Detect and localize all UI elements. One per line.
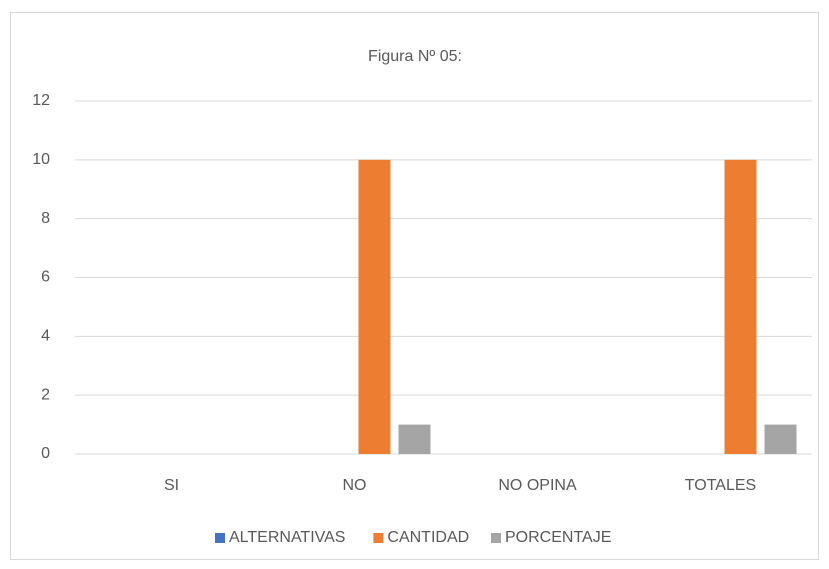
y-tick-label: 6: [41, 269, 50, 286]
legend-label: CANTIDAD: [387, 529, 469, 546]
y-tick-label: 10: [32, 151, 50, 168]
bar: [764, 424, 797, 454]
bar: [398, 424, 431, 454]
bar: [724, 159, 757, 455]
x-tick-label: TOTALES: [685, 477, 756, 494]
y-tick-label: 0: [41, 445, 50, 462]
legend-label: ALTERNATIVAS: [229, 529, 345, 546]
x-tick-label: SI: [164, 477, 179, 494]
legend-swatch: [373, 533, 384, 543]
x-tick-label: NO: [343, 477, 367, 494]
y-tick-label: 8: [41, 210, 50, 227]
chart-title: Figura Nº 05:: [368, 48, 462, 65]
legend-label: PORCENTAJE: [505, 529, 611, 546]
bar: [358, 159, 391, 455]
legend-swatch: [491, 533, 501, 543]
legend-swatch: [215, 533, 225, 543]
chart-border: [10, 12, 819, 560]
y-tick-label: 12: [32, 92, 50, 109]
y-tick-label: 2: [41, 386, 50, 403]
x-tick-label: NO OPINA: [498, 477, 577, 494]
y-tick-label: 4: [41, 328, 50, 345]
